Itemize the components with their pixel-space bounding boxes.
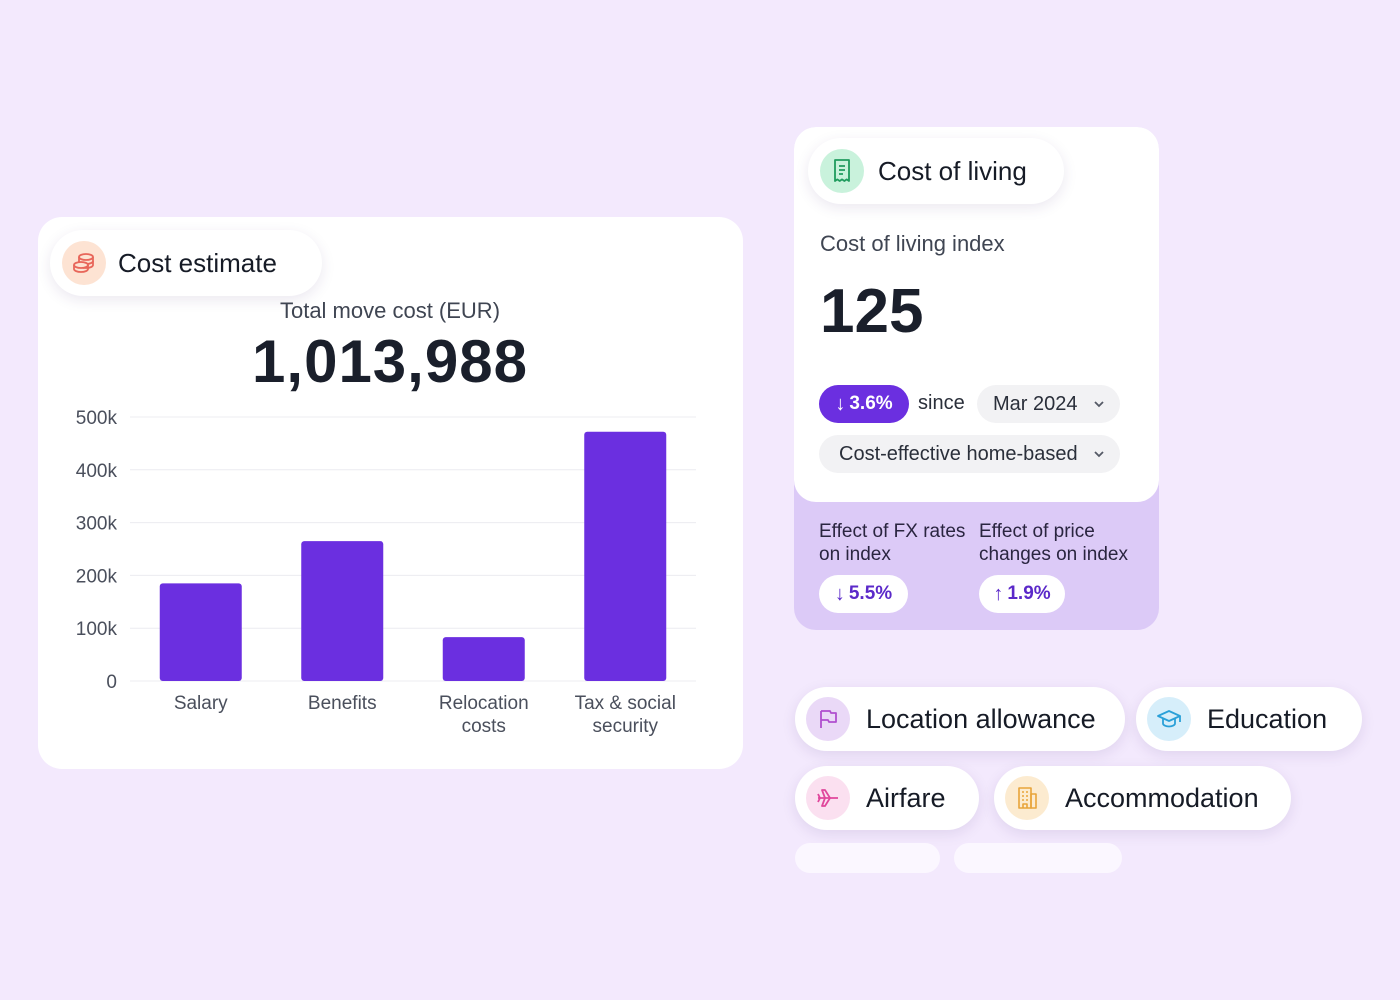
airplane-icon xyxy=(806,776,850,820)
cost-bar-chart: 0 100k 200k 300k 400k 500k Salary Benefits Relo… xyxy=(76,408,696,737)
cost-estimate-title: Cost estimate xyxy=(118,247,277,278)
cost-of-living-index-label: Cost of living index xyxy=(820,231,1005,256)
cost-of-living-index-value: 125 xyxy=(820,277,924,346)
fx-effect-value: 5.5% xyxy=(848,583,893,604)
index-change-badge: ↓ 3.6% xyxy=(819,385,909,423)
cost-of-living-pill: Cost of living xyxy=(808,138,1064,204)
education-pill[interactable]: Education xyxy=(1136,687,1362,751)
location-allowance-label: Location allowance xyxy=(866,703,1096,734)
family-type-dropdown-value: Cost-effective home-based xyxy=(839,442,1078,465)
y-tick-label: 200k xyxy=(76,566,118,587)
bar-benefits[interactable] xyxy=(301,541,384,681)
family-type-dropdown[interactable]: Cost-effective home-based xyxy=(819,435,1120,473)
accommodation-pill[interactable]: Accommodation xyxy=(994,766,1291,830)
price-effect-label: Effect of price changes on index xyxy=(979,521,1128,565)
airfare-label: Airfare xyxy=(866,782,946,813)
arrow-down-icon: ↓ xyxy=(834,582,845,605)
total-move-cost-value: 1,013,988 xyxy=(252,328,528,395)
arrow-down-icon: ↓ xyxy=(835,392,846,415)
location-allowance-pill[interactable]: Location allowance xyxy=(795,687,1125,751)
accommodation-label: Accommodation xyxy=(1065,782,1259,813)
x-category-label: costs xyxy=(462,716,506,737)
total-move-cost-label: Total move cost (EUR) xyxy=(279,298,501,323)
bar-relocation-costs[interactable] xyxy=(442,637,525,681)
x-category-label: Tax & social xyxy=(575,693,676,714)
fx-effect-label: Effect of FX rates on index xyxy=(819,521,966,565)
graduation-cap-icon xyxy=(1147,697,1191,741)
price-effect-badge: ↑ 1.9% xyxy=(979,575,1065,613)
placeholder-pill xyxy=(795,843,940,873)
cost-of-living-title: Cost of living xyxy=(878,155,1027,186)
period-dropdown[interactable]: Mar 2024 xyxy=(977,385,1120,423)
airfare-pill[interactable]: Airfare xyxy=(795,766,979,830)
receipt-icon xyxy=(820,149,864,193)
education-label: Education xyxy=(1207,703,1328,734)
y-tick-label: 0 xyxy=(106,672,117,693)
bar-tax-social-security[interactable] xyxy=(584,431,667,681)
chevron-down-icon xyxy=(1094,451,1104,458)
x-category-label: security xyxy=(593,716,659,737)
x-category-label: Benefits xyxy=(308,693,377,714)
x-category-label: Salary xyxy=(174,693,228,714)
fx-effect-badge: ↓ 5.5% xyxy=(819,575,908,613)
y-tick-label: 100k xyxy=(76,619,118,640)
placeholder-pill xyxy=(954,843,1122,873)
period-dropdown-value: Mar 2024 xyxy=(993,392,1078,415)
flag-icon xyxy=(806,697,850,741)
since-label: since xyxy=(918,392,965,414)
bar-salary[interactable] xyxy=(159,583,242,681)
price-effect-value: 1.9% xyxy=(1007,583,1051,604)
y-tick-label: 400k xyxy=(76,461,118,482)
coins-icon xyxy=(62,241,106,285)
building-icon xyxy=(1005,776,1049,820)
arrow-up-icon: ↑ xyxy=(993,582,1004,605)
cost-estimate-pill: Cost estimate xyxy=(50,230,322,296)
y-tick-label: 300k xyxy=(76,514,118,535)
y-tick-label: 500k xyxy=(76,408,118,429)
index-change-value: 3.6% xyxy=(849,393,893,414)
x-category-label: Relocation xyxy=(439,693,529,714)
chevron-down-icon xyxy=(1094,401,1104,408)
